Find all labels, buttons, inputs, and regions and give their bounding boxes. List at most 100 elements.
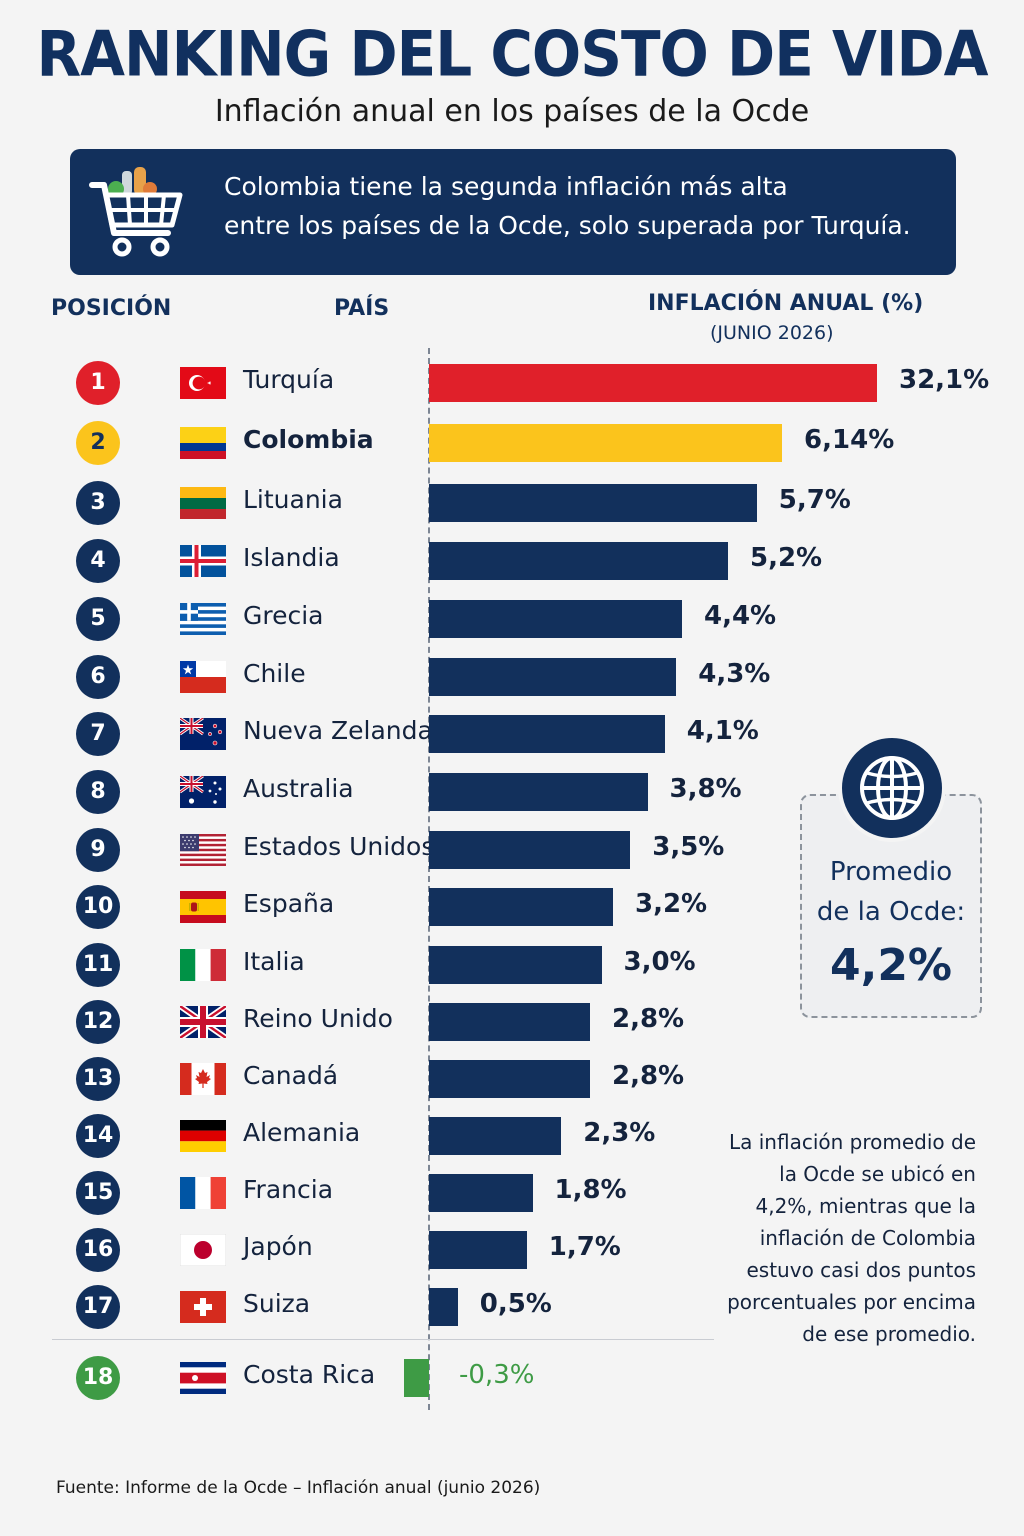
usa-flag-icon	[180, 834, 226, 866]
bar	[429, 424, 783, 462]
chart-row: 5 Grecia 4,4%	[0, 593, 1024, 643]
country-label: Nueva Zelanda	[243, 716, 433, 745]
header-inflation-date: (JUNIO 2026)	[710, 322, 834, 344]
rank-badge: 2	[76, 421, 120, 465]
country-label: Australia	[243, 774, 354, 803]
banner-line-1: Colombia tiene la segunda inflación más …	[224, 172, 788, 201]
rank-badge: 3	[76, 481, 120, 525]
country-label: Canadá	[243, 1061, 339, 1090]
iceland-flag-icon	[180, 545, 226, 577]
bar	[429, 1117, 562, 1155]
header-inflation: INFLACIÓN ANUAL (%)	[648, 291, 924, 316]
rank-badge: 9	[76, 828, 120, 872]
chart-row: 7 Nueva Zelanda 4,1%	[0, 708, 1024, 758]
banner-text: Colombia tiene la segunda inflación más …	[224, 167, 944, 245]
average-label: Promedio de la Ocde:	[800, 852, 982, 932]
value-label: 2,8%	[612, 1004, 685, 1034]
headline-banner: Colombia tiene la segunda inflación más …	[70, 149, 956, 275]
chart-row: 9 Estados Unidos 3,5%	[0, 824, 1024, 874]
chart-row: 17 Suiza 0,5%	[0, 1281, 1024, 1331]
bar	[429, 1003, 590, 1041]
chart-row: 12 Reino Unido 2,8%	[0, 996, 1024, 1046]
country-label: Turquía	[243, 365, 335, 394]
country-label: Costa Rica	[243, 1360, 376, 1389]
chart-row: 6 Chile 4,3%	[0, 651, 1024, 701]
value-label: 1,7%	[548, 1232, 621, 1262]
value-label: 2,3%	[583, 1118, 656, 1148]
chart-row: 8 Australia 3,8%	[0, 766, 1024, 816]
country-label: Japón	[243, 1232, 313, 1261]
value-label: 32,1%	[899, 365, 990, 395]
chart-row: 3 Lituania 5,7%	[0, 477, 1024, 527]
value-label: 3,5%	[652, 832, 725, 862]
rank-badge: 17	[76, 1285, 120, 1329]
bar	[429, 831, 631, 869]
country-label: Chile	[243, 659, 306, 688]
banner-line-2: entre los países de la Ocde, solo supera…	[224, 211, 911, 240]
country-label: Estados Unidos	[243, 832, 435, 861]
value-label: 0,5%	[479, 1289, 552, 1319]
value-label: 2,8%	[612, 1061, 685, 1091]
country-label: Grecia	[243, 601, 324, 630]
bar	[429, 484, 757, 522]
value-label: 3,8%	[669, 774, 742, 804]
country-label: Italia	[243, 947, 305, 976]
shopping-cart-icon	[88, 163, 188, 267]
chart-row: 15 Francia 1,8%	[0, 1167, 1024, 1217]
page-subtitle: Inflación anual en los países de la Ocde	[214, 94, 810, 129]
bar	[429, 773, 648, 811]
bar	[429, 715, 665, 753]
country-label: Reino Unido	[243, 1004, 393, 1033]
rank-badge: 10	[76, 885, 120, 929]
bar	[429, 1174, 533, 1212]
bar	[429, 946, 602, 984]
chart-row: 4 Islandia 5,2%	[0, 535, 1024, 585]
country-label: Alemania	[243, 1118, 361, 1147]
greece-flag-icon	[180, 603, 226, 635]
bar	[429, 1288, 458, 1326]
country-label: Colombia	[243, 425, 374, 454]
rank-badge: 11	[76, 943, 120, 987]
rank-badge: 16	[76, 1228, 120, 1272]
header-country: PAÍS	[334, 296, 390, 321]
country-label: Francia	[243, 1175, 334, 1204]
chart-row: 1 Turquía 32,1%	[0, 357, 1024, 407]
bar	[429, 888, 613, 926]
zero-axis-line	[428, 348, 430, 1410]
spain-flag-icon	[180, 891, 226, 923]
country-label: Suiza	[243, 1289, 311, 1318]
page-title: RANKING DEL COSTO DE VIDA	[36, 17, 988, 91]
value-label: 4,3%	[698, 659, 771, 689]
colombia-flag-icon	[180, 427, 226, 459]
rank-badge: 5	[76, 597, 120, 641]
rank-badge: 15	[76, 1171, 120, 1215]
bar	[429, 1060, 590, 1098]
rank-badge: 12	[76, 1000, 120, 1044]
bar	[429, 658, 677, 696]
average-label-line-2: de la Ocde:	[816, 897, 966, 927]
value-label: 3,0%	[623, 947, 696, 977]
chile-flag-icon	[180, 661, 226, 693]
value-label: 3,2%	[635, 889, 708, 919]
rank-badge: 8	[76, 770, 120, 814]
canada-flag-icon	[180, 1063, 226, 1095]
negative-separator-line	[52, 1339, 714, 1340]
value-label: 4,4%	[704, 601, 777, 631]
costa-rica-flag-icon	[180, 1362, 226, 1394]
chart-row: 11 Italia 3,0%	[0, 939, 1024, 989]
country-label: Islandia	[243, 543, 340, 572]
lithuania-flag-icon	[180, 487, 226, 519]
italy-flag-icon	[180, 949, 226, 981]
germany-flag-icon	[180, 1120, 226, 1152]
header-position: POSICIÓN	[51, 296, 172, 321]
australia-flag-icon	[180, 776, 226, 808]
new-zealand-flag-icon	[180, 718, 226, 750]
rank-badge: 7	[76, 712, 120, 756]
rank-badge: 6	[76, 655, 120, 699]
bar	[429, 542, 728, 580]
uk-flag-icon	[180, 1006, 226, 1038]
bar	[429, 1231, 527, 1269]
country-label: España	[243, 889, 335, 918]
value-label: 6,14%	[804, 425, 895, 455]
japan-flag-icon	[180, 1234, 226, 1266]
